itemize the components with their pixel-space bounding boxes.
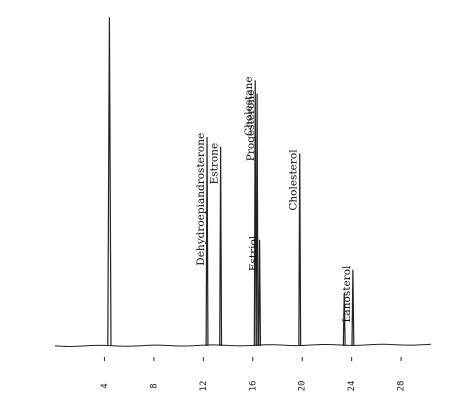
peak-3 [253, 80, 257, 347]
x-axis: 4 8 12 16 20 24 28 [100, 357, 407, 391]
peak-label-8: Lanosterol [341, 265, 353, 322]
peak-label-4: Progesterone [245, 90, 257, 161]
peak-label-6: Cholesterol [288, 149, 300, 211]
peak-label-1: Dehydroepiandrosterone [195, 133, 207, 266]
peak-1 [205, 136, 209, 347]
x-tick-label-20: 20 [298, 381, 308, 392]
x-tick-label-28: 28 [397, 381, 407, 392]
peak-label-2: Estrone [209, 143, 221, 185]
peak-4 [255, 93, 259, 347]
x-tick-label-24: 24 [347, 381, 357, 392]
x-tick-label-8: 8 [149, 383, 159, 388]
peak-8 [351, 269, 355, 347]
baseline-trace [54, 343, 432, 347]
peak-5 [258, 239, 262, 347]
peak-0 [107, 17, 112, 347]
x-tick-label-4: 4 [100, 383, 110, 388]
peak-7 [342, 292, 346, 347]
peak-labels: Dehydroepiandrosterone Estrone CholestaneP… [195, 76, 353, 322]
peak-label-3: Cholestane [243, 76, 255, 136]
peak-6 [298, 153, 302, 347]
peak-2 [219, 146, 223, 347]
x-tick-label-16: 16 [248, 381, 258, 392]
peak-label-5: Estriol [248, 235, 260, 271]
signal-layer [54, 17, 432, 347]
x-tick-label-12: 12 [199, 381, 209, 392]
